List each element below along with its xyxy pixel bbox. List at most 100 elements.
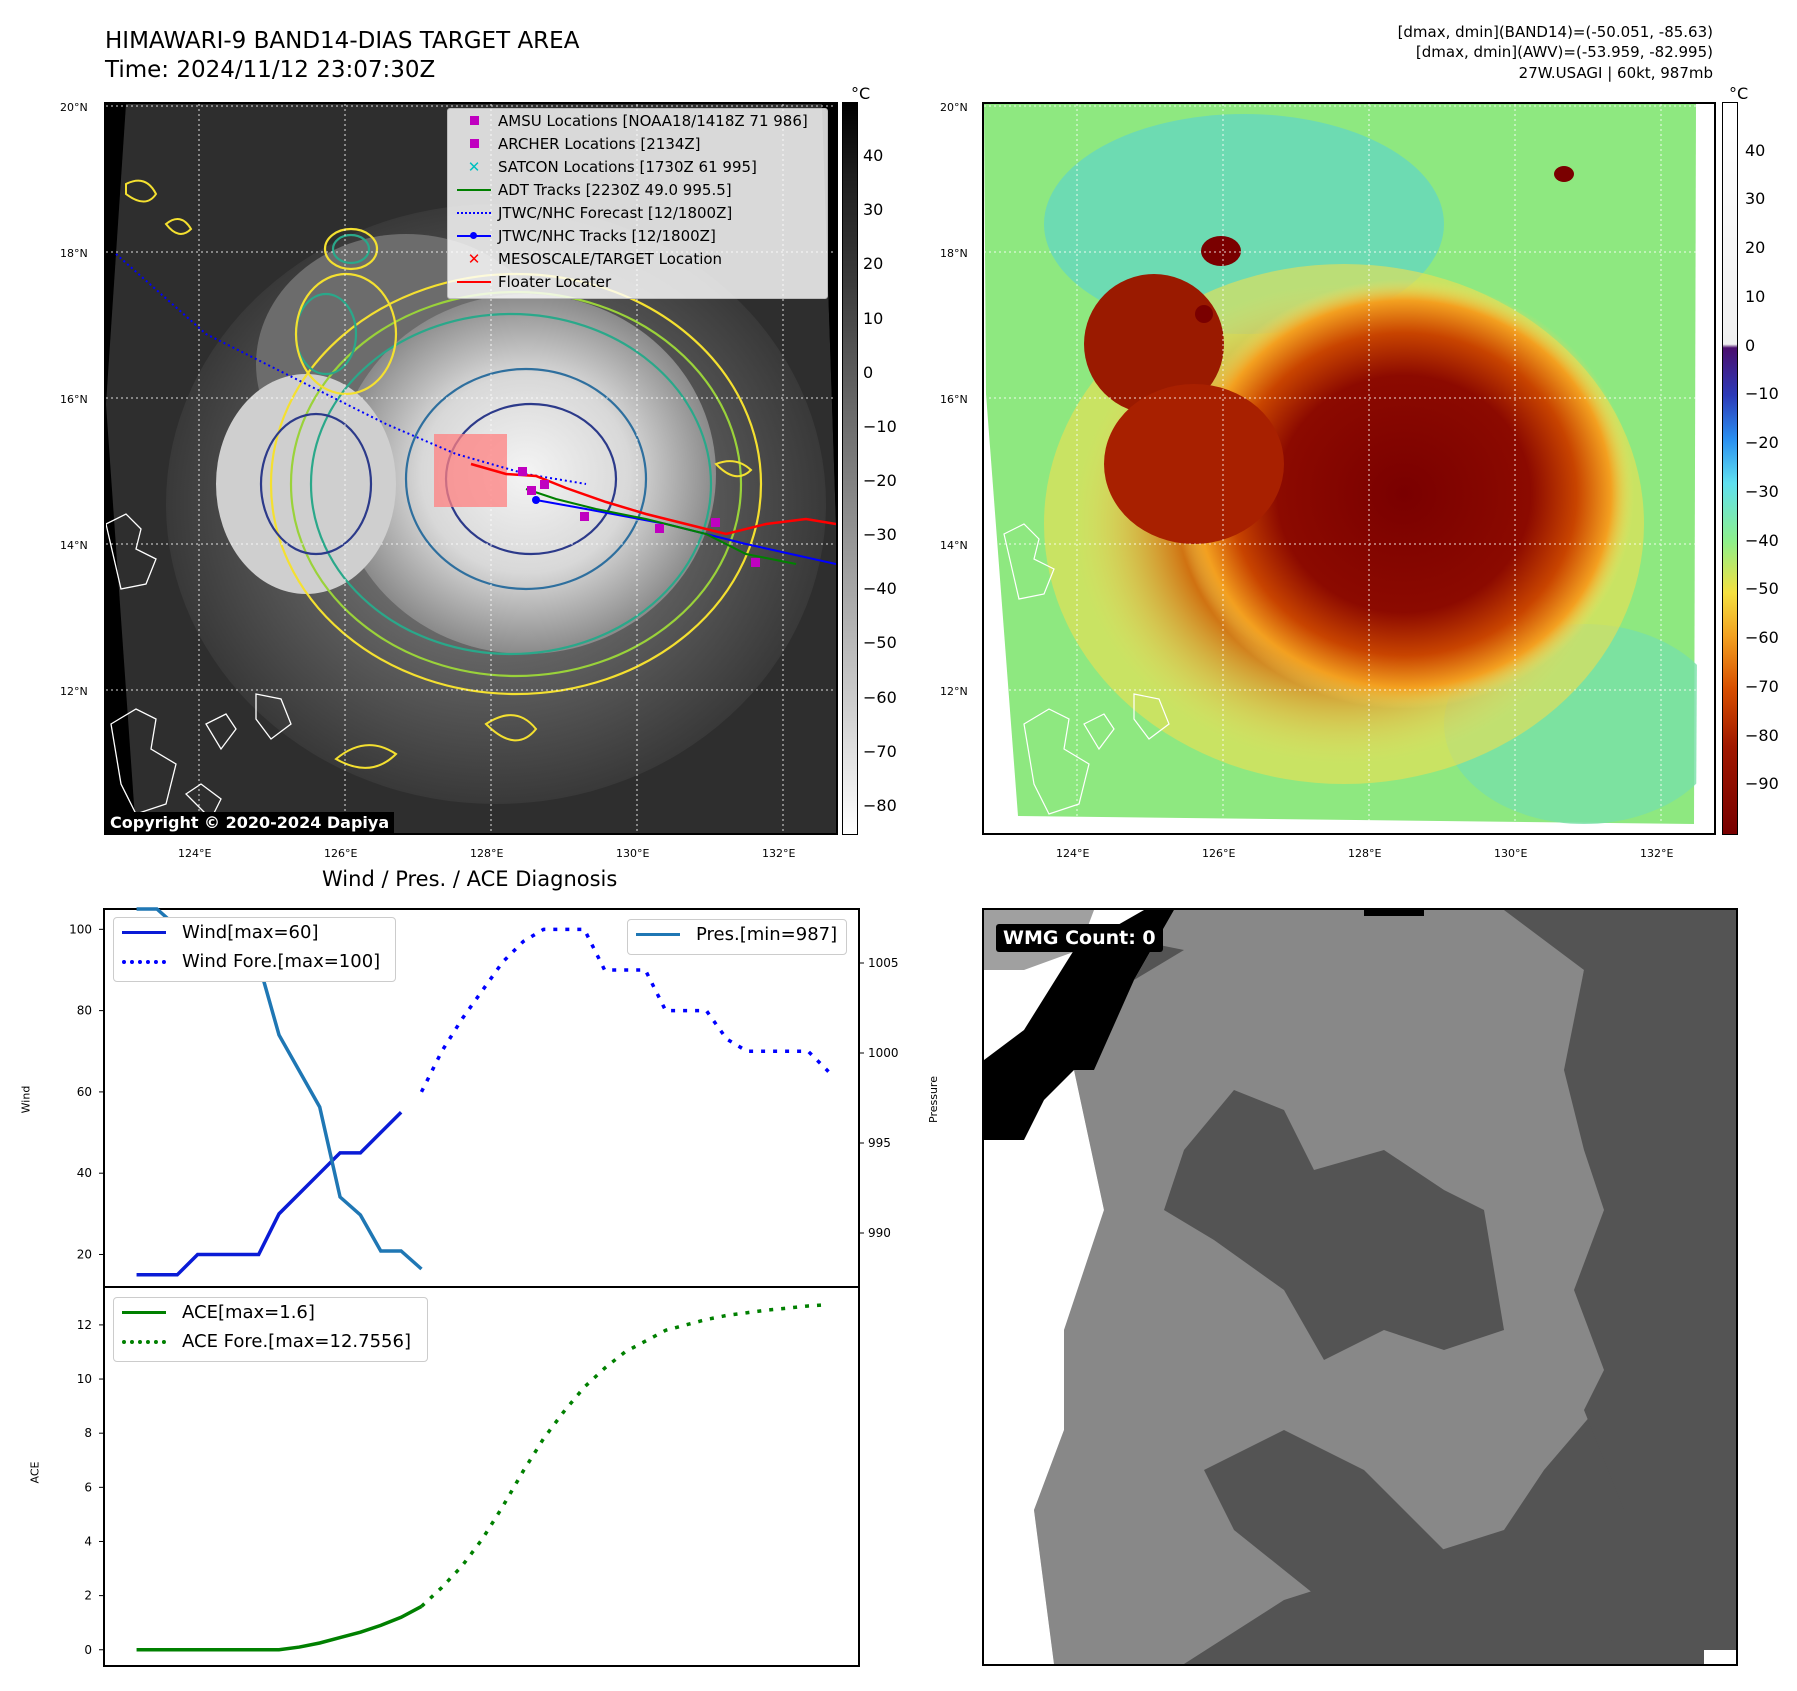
ace-ytick-label: 8 bbox=[84, 1426, 92, 1440]
legend-wind-label: Wind[max=60] bbox=[182, 922, 319, 943]
wind-ytick-label: 60 bbox=[77, 1085, 92, 1099]
lat-label-20n: 20°N bbox=[60, 101, 88, 114]
awv-colorbar-tick: −10 bbox=[1745, 384, 1779, 404]
line-icon bbox=[456, 178, 492, 201]
legend-pres-label: Pres.[min=987] bbox=[696, 924, 838, 945]
line-dot-icon bbox=[456, 224, 492, 247]
ace-ytick-label: 0 bbox=[84, 1643, 92, 1657]
ir-colorbar-unit: °C bbox=[851, 84, 871, 103]
ir-colorbar-tick: −30 bbox=[863, 525, 897, 545]
ace-ytick-label: 2 bbox=[84, 1589, 92, 1603]
wind-ytick-label: 100 bbox=[69, 922, 92, 936]
pressure-ytick-label: 1000 bbox=[868, 1046, 899, 1060]
legend-satcon: ✕ SATCON Locations [1730Z 61 995] bbox=[448, 155, 827, 178]
legend-ace-label: ACE[max=1.6] bbox=[182, 1302, 315, 1323]
figure-title-line2: Time: 2024/11/12 23:07:30Z bbox=[105, 57, 436, 83]
ace-ytick-label: 10 bbox=[77, 1372, 92, 1386]
legend-pres: Pres.[min=987] bbox=[628, 920, 846, 949]
pressure-ytick-label: 1005 bbox=[868, 956, 899, 970]
ir-colorbar-tick: −60 bbox=[863, 687, 897, 707]
lon-label-124e: 124°E bbox=[178, 847, 212, 860]
ace-ytick-label: 4 bbox=[84, 1534, 92, 1548]
legend-wind-fore: Wind Fore.[max=100] bbox=[114, 947, 395, 976]
awv-colorbar-tick: −20 bbox=[1745, 433, 1779, 453]
awv-colorbar-tick: −90 bbox=[1745, 774, 1779, 794]
legend-wind-fore-label: Wind Fore.[max=100] bbox=[182, 951, 381, 972]
legend-ace: ACE[max=1.6] bbox=[114, 1298, 427, 1327]
lon-label-132e-right: 132°E bbox=[1640, 847, 1674, 860]
series-wind-fore bbox=[419, 927, 830, 1093]
legend-wind: Wind[max=60] bbox=[114, 918, 395, 947]
wind-ytick-label: 80 bbox=[77, 1004, 92, 1018]
ir-colorbar-tick: 0 bbox=[863, 362, 874, 382]
legend-mesoscale: ✕ MESOSCALE/TARGET Location bbox=[448, 247, 827, 270]
lon-label-124e-right: 124°E bbox=[1056, 847, 1090, 860]
figure-title-line1: HIMAWARI-9 BAND14-DIAS TARGET AREA bbox=[105, 28, 580, 54]
legend-ace-fore-label: ACE Fore.[max=12.7556] bbox=[182, 1331, 411, 1352]
series-ace-fore bbox=[420, 1302, 829, 1608]
wmg-count-badge: WMG Count: 0 bbox=[996, 924, 1163, 952]
legend-archer: ARCHER Locations [2134Z] bbox=[448, 132, 827, 155]
ace-legend: ACE[max=1.6] ACE Fore.[max=12.7556] bbox=[113, 1297, 428, 1362]
wind-ytick-label: 40 bbox=[77, 1166, 92, 1180]
awv-map-panel bbox=[982, 102, 1716, 835]
x-marker-icon: ✕ bbox=[467, 157, 481, 176]
info-awv: [dmax, dmin](AWV)=(-53.959, -82.995) bbox=[1415, 43, 1713, 61]
lat-label-20n-right: 20°N bbox=[940, 101, 968, 114]
awv-colorbar-tick: −50 bbox=[1745, 579, 1779, 599]
awv-colorbar-tick: 40 bbox=[1745, 140, 1766, 160]
series-wind bbox=[136, 1110, 403, 1277]
legend-amsu: AMSU Locations [NOAA18/1418Z 71 986] bbox=[448, 109, 827, 132]
ir-colorbar-tick: −10 bbox=[863, 416, 897, 436]
legend-floater-label: Floater Locater bbox=[498, 272, 612, 291]
ir-colorbar-tick: 40 bbox=[863, 146, 884, 166]
lat-label-16n: 16°N bbox=[60, 393, 88, 406]
lon-label-126e-right: 126°E bbox=[1202, 847, 1236, 860]
x-marker-icon: ✕ bbox=[467, 249, 481, 268]
dotted-line-icon bbox=[122, 1327, 172, 1356]
lat-label-14n: 14°N bbox=[60, 539, 88, 552]
pressure-legend: Pres.[min=987] bbox=[627, 919, 847, 955]
awv-colorbar-tick: 0 bbox=[1745, 335, 1756, 355]
ir-colorbar bbox=[842, 102, 858, 835]
awv-colorbar-tick: 10 bbox=[1745, 286, 1766, 306]
wmg-image bbox=[984, 910, 1736, 1664]
ace-ytick-label: 12 bbox=[77, 1318, 92, 1332]
square-marker-icon bbox=[456, 132, 492, 155]
lat-label-12n-right: 12°N bbox=[940, 685, 968, 698]
awv-colorbar bbox=[1722, 102, 1738, 835]
legend-mesoscale-label: MESOSCALE/TARGET Location bbox=[498, 249, 723, 268]
legend-ace-fore: ACE Fore.[max=12.7556] bbox=[114, 1327, 427, 1356]
ir-colorbar-tick: −70 bbox=[863, 741, 897, 761]
wind-legend: Wind[max=60] Wind Fore.[max=100] bbox=[113, 917, 396, 982]
awv-colorbar-tick: −60 bbox=[1745, 628, 1779, 648]
ir-map-panel bbox=[104, 102, 838, 835]
legend-satcon-label: SATCON Locations [1730Z 61 995] bbox=[498, 157, 757, 176]
ir-colorbar-tick: 10 bbox=[863, 308, 884, 328]
awv-colorbar-tick: 20 bbox=[1745, 238, 1766, 258]
lon-label-128e: 128°E bbox=[470, 847, 504, 860]
legend-floater: Floater Locater bbox=[448, 270, 827, 293]
square-marker-icon bbox=[456, 109, 492, 132]
lat-label-18n: 18°N bbox=[60, 247, 88, 260]
map-legend: AMSU Locations [NOAA18/1418Z 71 986] ARC… bbox=[447, 108, 828, 299]
lat-label-16n-right: 16°N bbox=[940, 393, 968, 406]
line-icon bbox=[122, 1298, 172, 1327]
pressure-ytick-label: 995 bbox=[868, 1136, 891, 1150]
series-ace bbox=[136, 1604, 423, 1652]
info-storm: 27W.USAGI | 60kt, 987mb bbox=[1518, 64, 1713, 82]
lon-label-132e: 132°E bbox=[762, 847, 796, 860]
dotted-line-icon bbox=[122, 947, 172, 976]
ir-colorbar-tick: −20 bbox=[863, 471, 897, 491]
awv-map-image bbox=[984, 104, 1714, 833]
legend-jtwc-tracks-label: JTWC/NHC Tracks [12/1800Z] bbox=[498, 226, 716, 245]
awv-colorbar-tick: −70 bbox=[1745, 676, 1779, 696]
wmg-panel bbox=[982, 908, 1738, 1666]
ir-colorbar-tick: −50 bbox=[863, 633, 897, 653]
legend-archer-label: ARCHER Locations [2134Z] bbox=[498, 134, 701, 153]
awv-colorbar-tick: −80 bbox=[1745, 725, 1779, 745]
lat-label-18n-right: 18°N bbox=[940, 247, 968, 260]
line-icon bbox=[456, 270, 492, 293]
lat-label-12n: 12°N bbox=[60, 685, 88, 698]
wind-ytick-label: 20 bbox=[77, 1247, 92, 1261]
